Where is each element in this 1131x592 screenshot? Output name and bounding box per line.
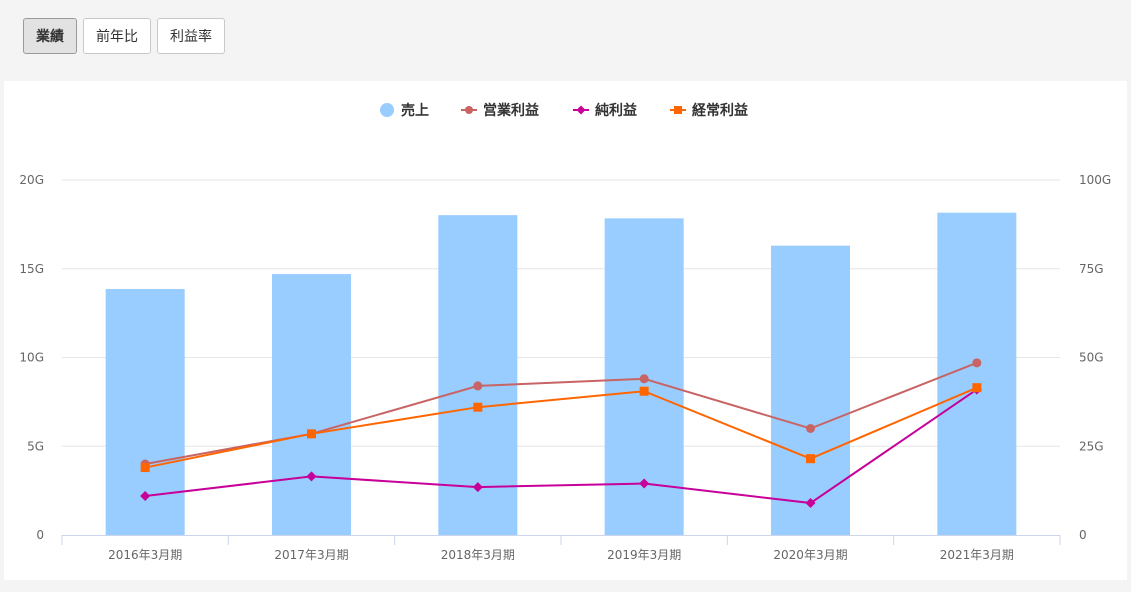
operating-profit-line — [144, 361, 978, 465]
x-axis-category-label: 2020年3月期 — [773, 548, 847, 562]
ordinary-profit-point[interactable] — [140, 463, 150, 473]
bar-sales[interactable] — [272, 274, 351, 535]
left-axis-tick-label: 20G — [19, 173, 44, 187]
tab-performance[interactable]: 業績 — [23, 18, 77, 54]
operating-profit-point[interactable] — [806, 424, 815, 433]
ordinary-profit-point[interactable] — [307, 429, 316, 439]
legend-label-operating-profit[interactable]: 営業利益 — [483, 102, 539, 119]
operating-profit-point[interactable] — [972, 358, 982, 368]
ordinary-profit-point[interactable] — [473, 402, 483, 412]
combo-chart: 0 0 5G 25G 10G 50G 15G 75G 20G 100G 2016年3月期 2017年3… — [19, 102, 1111, 562]
x-axis-category-label: 2017年3月期 — [274, 548, 348, 562]
x-axis-category-label: 2019年3月期 — [607, 548, 681, 562]
tab-year-over-year[interactable]: 前年比 — [83, 18, 151, 54]
bar-sales[interactable] — [438, 215, 518, 535]
left-axis-tick-label: 15G — [19, 262, 44, 276]
right-axis-tick-label: 100G — [1079, 173, 1111, 187]
legend-marker-net-profit[interactable] — [576, 105, 586, 115]
legend-label-ordinary-profit[interactable]: 経常利益 — [692, 102, 748, 119]
legend-symbol-sales[interactable] — [380, 103, 394, 117]
right-axis-tick-label: 25G — [1079, 439, 1104, 453]
chart-panel: 0 0 5G 25G 10G 50G 15G 75G 20G 100G 2016年3月期 2017年3… — [4, 81, 1127, 580]
ordinary-profit-point[interactable] — [972, 383, 982, 393]
tab-profit-margin[interactable]: 利益率 — [157, 18, 225, 54]
net-profit-line — [145, 388, 978, 505]
x-axis-category-label: 2016年3月期 — [108, 548, 182, 562]
ordinary-profit-point[interactable] — [639, 386, 649, 396]
left-axis-tick-label: 10G — [19, 351, 44, 365]
legend-marker-operating-profit[interactable] — [465, 106, 473, 114]
right-axis-tick-label: 75G — [1079, 262, 1104, 276]
right-axis-tick-label: 0 — [1079, 528, 1087, 542]
bar-sales[interactable] — [771, 245, 850, 536]
legend-label-sales[interactable]: 売上 — [401, 102, 429, 119]
x-axis-category-label: 2018年3月期 — [441, 548, 515, 562]
view-tabs: 業績 前年比 利益率 — [23, 18, 225, 54]
net-profit-point[interactable] — [306, 471, 317, 482]
legend-marker-ordinary-profit[interactable] — [674, 106, 682, 114]
net-profit-point[interactable] — [472, 482, 483, 493]
left-axis-tick-label: 5G — [27, 439, 44, 453]
x-axis-category-label: 2021年3月期 — [940, 548, 1014, 562]
operating-profit-point[interactable] — [639, 374, 649, 384]
ordinary-profit-line — [144, 386, 978, 469]
left-axis-tick-label: 0 — [36, 528, 44, 542]
net-profit-point[interactable] — [639, 478, 650, 489]
net-profit-point[interactable] — [805, 498, 816, 509]
operating-profit-point[interactable] — [473, 381, 483, 391]
net-profit-point[interactable] — [140, 490, 151, 501]
right-axis-tick-label: 50G — [1079, 351, 1104, 365]
legend-label-net-profit[interactable]: 純利益 — [595, 102, 637, 119]
ordinary-profit-point[interactable] — [806, 454, 815, 464]
